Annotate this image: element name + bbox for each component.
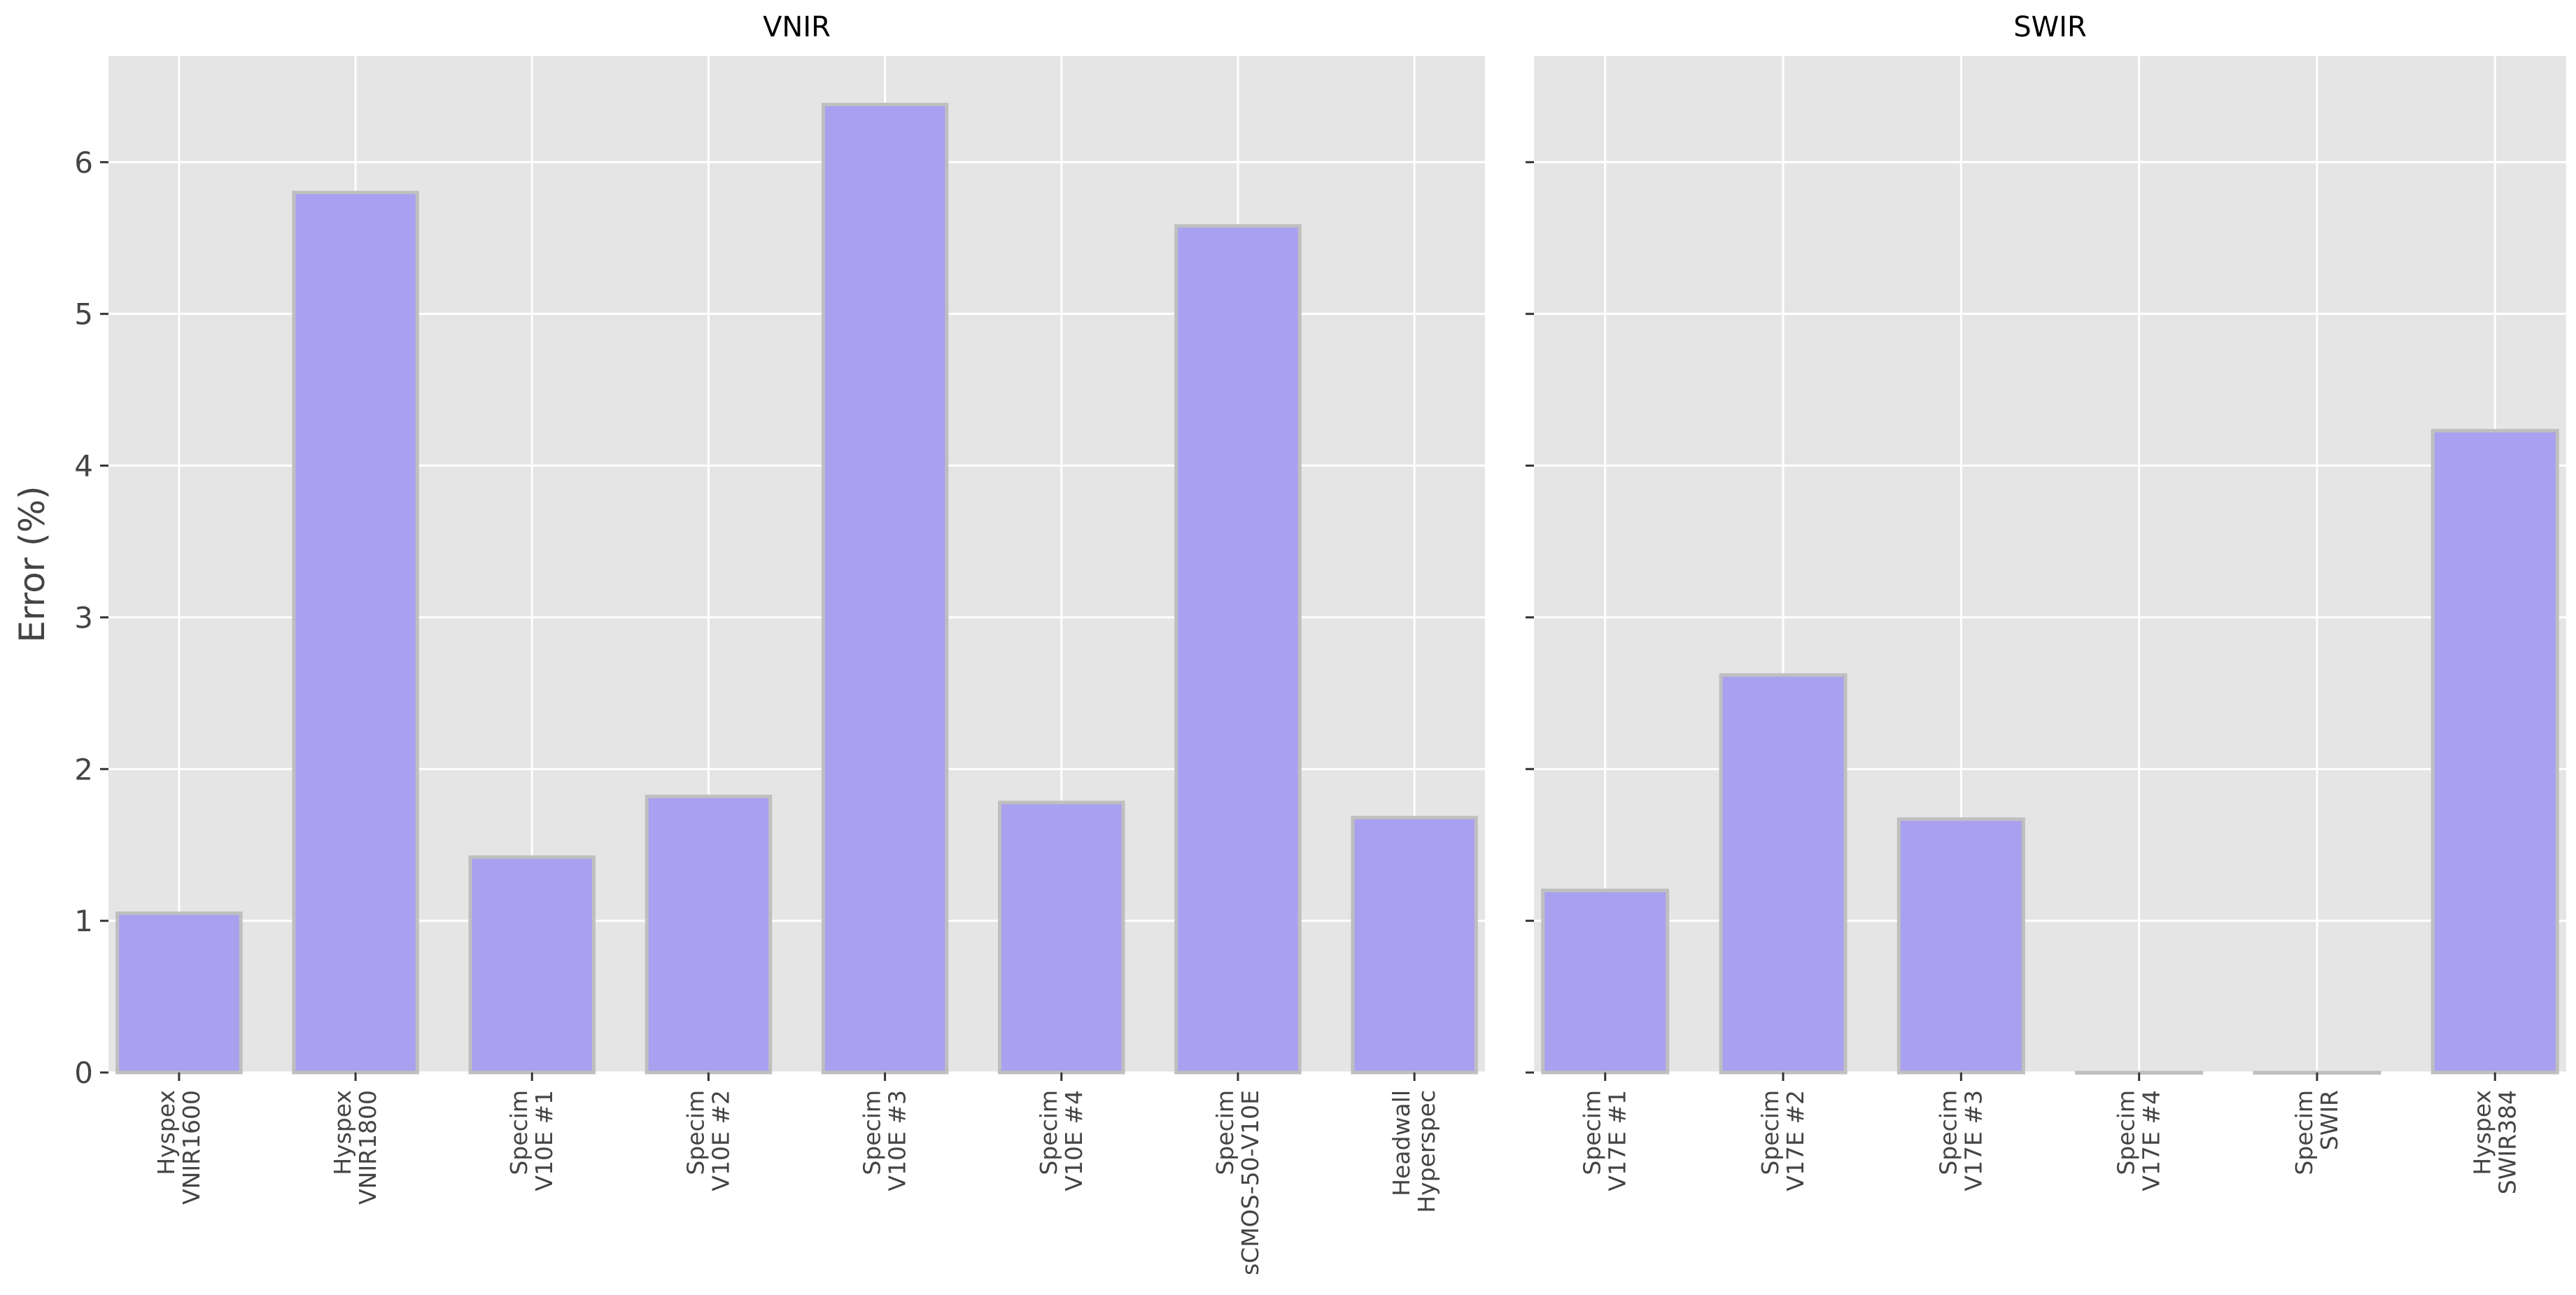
x-tick-label: SpecimV17E #2 <box>1757 1090 1809 1191</box>
x-tick-label: SpecimV10E #4 <box>1035 1090 1088 1191</box>
swir-panel: SpecimV17E #1 SpecimV17E #2 SpecimV17E #3 S… <box>1526 11 2566 1194</box>
y-tick-label: 0 <box>74 1056 93 1090</box>
x-tick-label: SpecimV10E #2 <box>682 1090 734 1191</box>
swir-bar <box>1541 889 1670 1075</box>
vnir-bar <box>1174 224 1302 1075</box>
y-tick-label: 3 <box>74 600 93 635</box>
vnir-bar <box>998 800 1125 1075</box>
vnir-bar <box>1351 816 1478 1075</box>
swir-x-ticks: SpecimV17E #1 SpecimV17E #2 SpecimV17E #3 S… <box>1579 1073 2521 1194</box>
x-tick-label: SpecimV17E #3 <box>1934 1090 1987 1191</box>
vnir-bar <box>821 102 949 1075</box>
y-tick-label: 4 <box>74 449 93 483</box>
x-tick-label: SpecimsCMOS-50-V10E <box>1211 1090 1264 1275</box>
vnir-bar <box>645 794 773 1075</box>
swir-bar <box>1896 817 2025 1075</box>
vnir-panel-title: VNIR <box>763 11 831 43</box>
x-tick-label: HeadwallHyperspec <box>1388 1090 1440 1213</box>
x-tick-label: HyspexVNIR1800 <box>329 1090 381 1205</box>
swir-bar <box>1719 673 1847 1075</box>
y-tick-label: 6 <box>74 146 93 180</box>
x-tick-label: SpecimV17E #4 <box>2113 1090 2165 1191</box>
vnir-bar <box>468 855 596 1075</box>
x-tick-label: SpecimV10E #1 <box>505 1090 558 1191</box>
swir-panel-title: SWIR <box>2013 11 2087 43</box>
y-tick-label: 5 <box>74 297 93 332</box>
vnir-bar <box>115 911 243 1075</box>
vnir-bar <box>292 190 419 1075</box>
swir-bar <box>2430 429 2559 1075</box>
swir-y-ticks <box>1526 161 1534 1074</box>
vnir-panel: 0 1 2 3 4 5 6 HyspexVNIR1600 HyspexVNIR1800 Spec… <box>12 11 1485 1275</box>
x-tick-label: HyspexSWIR384 <box>2468 1090 2521 1194</box>
x-tick-label: SpecimV17E #1 <box>1579 1090 1631 1191</box>
y-tick-label: 1 <box>74 904 93 938</box>
swir-bars <box>1541 429 2559 1075</box>
x-tick-label: HyspexVNIR1600 <box>153 1090 205 1205</box>
vnir-x-ticks: HyspexVNIR1600 HyspexVNIR1800 SpecimV10E #… <box>153 1073 1440 1275</box>
swir-plot-background <box>1534 56 2566 1073</box>
x-tick-label: SpecimSWIR <box>2290 1090 2343 1175</box>
y-axis-label: Error (%) <box>12 486 52 642</box>
y-tick-label: 2 <box>74 752 93 786</box>
vnir-bars <box>115 102 1478 1075</box>
x-tick-label: SpecimV10E #3 <box>859 1090 911 1191</box>
vnir-y-ticks: 0 1 2 3 4 5 6 <box>74 146 108 1090</box>
